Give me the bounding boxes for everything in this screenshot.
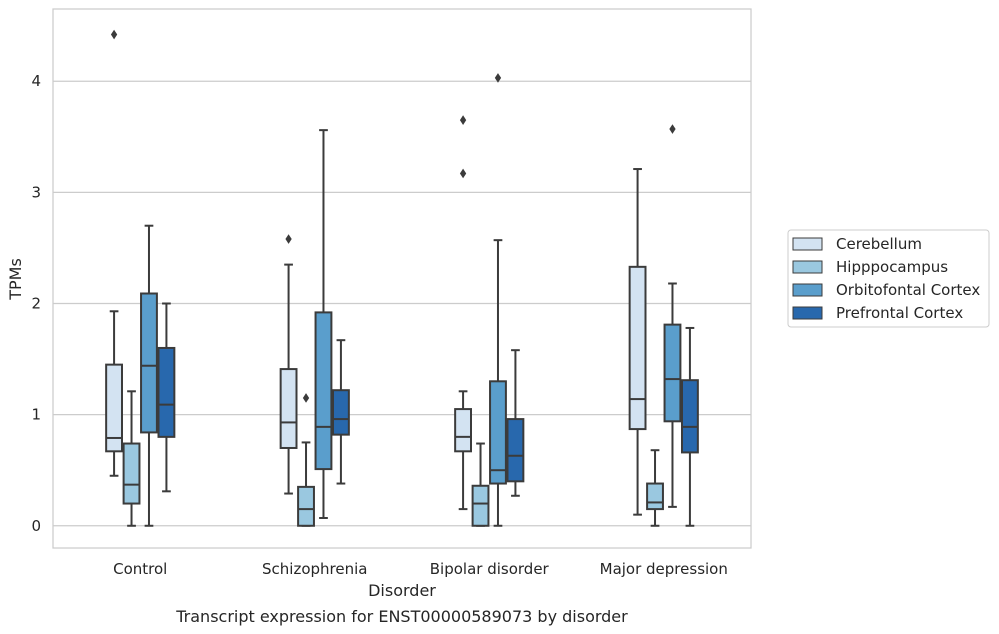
legend-label: Hipppocampus: [836, 258, 948, 276]
y-tick-label: 0: [31, 517, 41, 535]
x-axis-title: Disorder: [368, 581, 436, 600]
box-iqr: [471, 484, 490, 527]
legend-swatch: [792, 260, 823, 274]
legend-label: Orbitofontal Cortex: [836, 281, 980, 299]
legend-item-cerebellum: Cerebellum: [792, 235, 922, 253]
box-iqr: [454, 408, 472, 453]
box-schizophrenia-cerebellum: [279, 234, 298, 495]
box-iqr: [105, 363, 124, 453]
outlier-point: [494, 73, 502, 83]
box-control-hipppocampus: [122, 390, 141, 527]
box-major-depression-orbitofontal-cortex: [663, 124, 682, 508]
box-bipolar-disorder-prefrontal-cortex: [506, 349, 525, 497]
outlier-point: [302, 393, 310, 403]
x-tick-label: Bipolar disorder: [430, 560, 550, 578]
box-iqr: [279, 368, 298, 449]
outlier-point: [459, 115, 467, 125]
legend-item-hipppocampus: Hipppocampus: [792, 258, 948, 276]
y-tick-label: 2: [31, 295, 41, 313]
legend-label: Prefrontal Cortex: [836, 304, 963, 322]
box-iqr: [297, 485, 315, 527]
legend: Cerebellum Hipppocampus Orbitofontal Corte…: [787, 229, 990, 328]
box-major-depression-cerebellum: [628, 168, 647, 516]
box-iqr: [646, 482, 664, 511]
box-control-orbitofontal-cortex: [140, 224, 158, 527]
box-iqr: [140, 292, 158, 434]
box-bipolar-disorder-hipppocampus: [471, 442, 490, 527]
box-iqr: [681, 379, 699, 454]
box-iqr: [157, 346, 176, 438]
y-axis-title: TPMs: [6, 258, 25, 301]
box-control-prefrontal-cortex: [157, 302, 176, 493]
box-iqr: [122, 442, 141, 505]
y-tick-label: 4: [31, 72, 41, 90]
box-schizophrenia-orbitofontal-cortex: [314, 129, 333, 519]
outlier-point: [669, 124, 676, 134]
legend-frame: [787, 229, 990, 328]
legend-swatch: [792, 306, 823, 320]
legend-label: Cerebellum: [836, 235, 922, 253]
legend-item-orbitofontal-cortex: Orbitofontal Cortex: [792, 281, 980, 299]
x-tick-label: Control: [113, 560, 167, 578]
legend-swatch: [792, 237, 823, 251]
plot-frame: [52, 8, 752, 549]
outlier-point: [459, 168, 467, 179]
box-iqr: [628, 265, 647, 431]
box-schizophrenia-prefrontal-cortex: [332, 339, 350, 485]
box-bipolar-disorder-cerebellum: [454, 115, 472, 511]
y-axis-ticks: 0 1 2 3 4: [31, 72, 41, 535]
boxplots: [105, 29, 699, 527]
box-major-depression-prefrontal-cortex: [681, 326, 699, 527]
y-tick-label: 3: [31, 183, 41, 201]
legend-item-prefrontal-cortex: Prefrontal Cortex: [792, 304, 963, 322]
outlier-point: [110, 29, 118, 40]
box-iqr: [506, 418, 525, 483]
x-tick-label: Schizophrenia: [262, 560, 367, 578]
box-bipolar-disorder-orbitofontal-cortex: [489, 73, 507, 527]
outlier-point: [285, 234, 292, 244]
box-iqr: [489, 380, 507, 485]
box-control-cerebellum: [105, 29, 124, 477]
x-axis-ticks: Control Schizophrenia Bipolar disorder Majo…: [113, 560, 728, 578]
x-tick-label: Major depression: [600, 560, 728, 578]
box-schizophrenia-hipppocampus: [297, 393, 315, 527]
box-iqr: [314, 311, 333, 471]
box-iqr: [332, 389, 350, 436]
chart-caption: Transcript expression for ENST0000058907…: [175, 607, 628, 626]
legend-swatch: [792, 283, 823, 297]
box-major-depression-hipppocampus: [646, 449, 664, 527]
box-iqr: [663, 323, 682, 423]
y-tick-label: 1: [31, 406, 41, 424]
